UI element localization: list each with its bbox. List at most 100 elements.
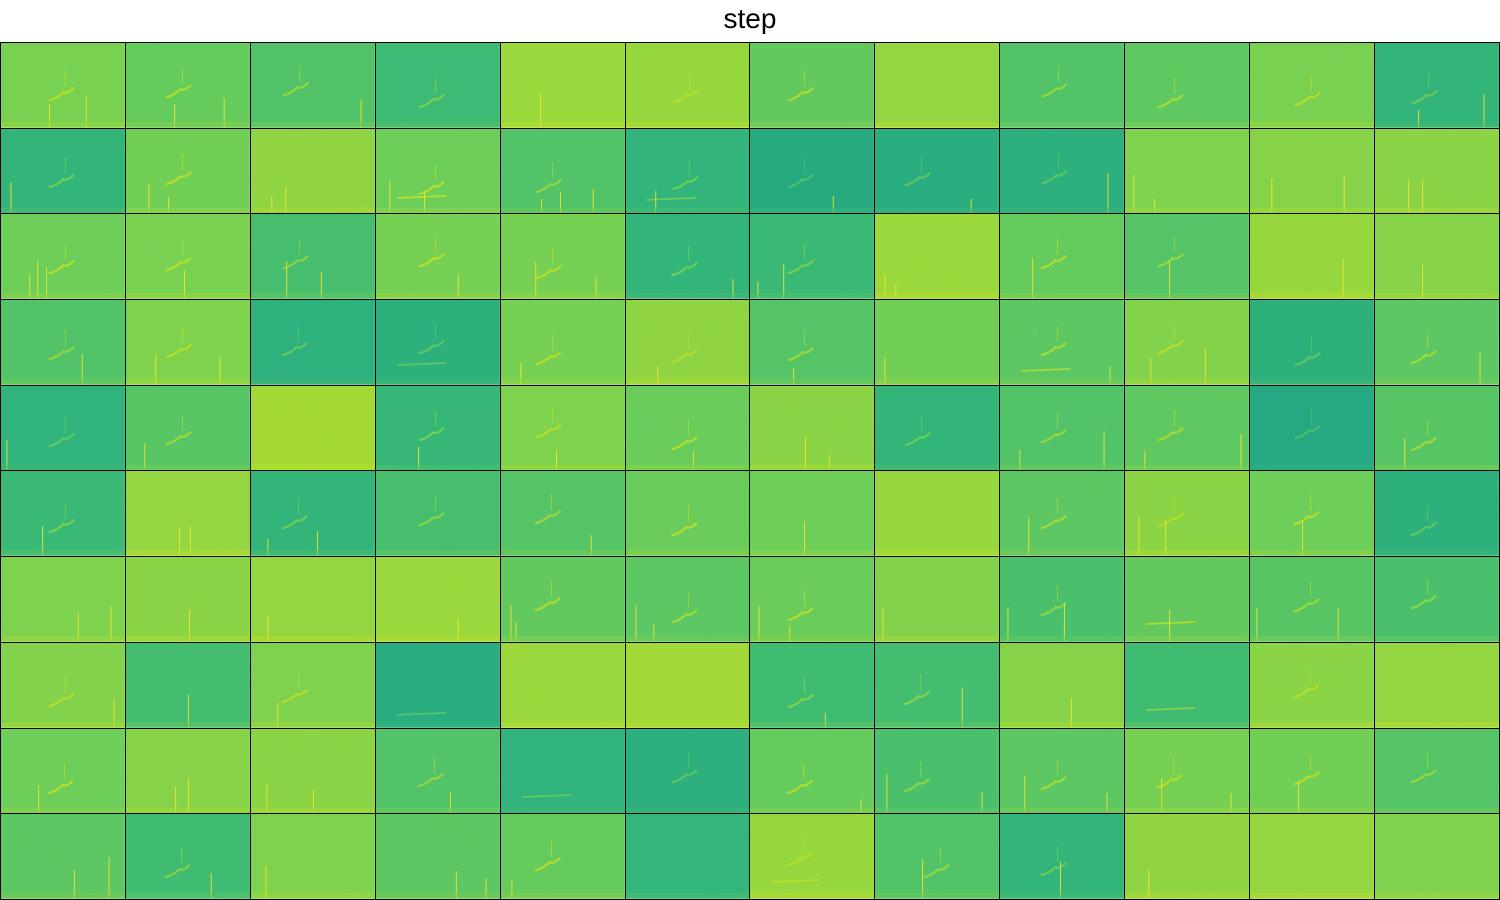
noise-speck xyxy=(1457,567,1459,569)
noise-speck xyxy=(275,401,277,403)
noise-speck xyxy=(1246,85,1248,87)
noise-speck xyxy=(437,433,439,435)
spectrogram-image xyxy=(1000,43,1125,128)
noise-speck xyxy=(237,539,239,541)
noise-speck xyxy=(819,472,821,474)
noise-speck xyxy=(1385,630,1387,632)
noise-speck xyxy=(320,74,322,76)
noise-speck xyxy=(280,451,282,453)
spectrogram-tile xyxy=(250,385,376,472)
noise-speck xyxy=(824,512,826,514)
noise-speck xyxy=(1209,78,1211,80)
noise-speck xyxy=(110,700,112,702)
noise-speck xyxy=(392,133,394,135)
noise-speck xyxy=(1365,781,1367,783)
call-syllable xyxy=(1293,684,1320,699)
noise-speck xyxy=(524,284,526,286)
noise-speck xyxy=(227,271,229,273)
noise-speck xyxy=(229,328,231,330)
noise-speck xyxy=(956,755,958,757)
noise-speck xyxy=(574,598,576,600)
noise-speck xyxy=(1039,202,1041,204)
spectrogram-tile xyxy=(625,471,751,558)
noise-speck xyxy=(847,238,849,240)
tile-background xyxy=(1125,642,1250,728)
noise-speck xyxy=(404,755,406,757)
noise-speck xyxy=(413,781,415,783)
noise-speck xyxy=(615,580,617,582)
noise-speck xyxy=(533,695,535,697)
noise-speck xyxy=(643,717,645,719)
tile-background xyxy=(875,43,1000,128)
noise-speck xyxy=(1343,399,1345,401)
noise-speck xyxy=(1101,487,1103,489)
tile-background xyxy=(1250,471,1375,557)
noise-speck xyxy=(472,599,474,601)
noise-speck xyxy=(23,517,25,519)
noise-speck xyxy=(324,518,326,520)
noise-speck xyxy=(631,520,633,522)
noise-speck xyxy=(1269,481,1271,483)
noise-speck xyxy=(1156,136,1158,138)
spectrogram-image xyxy=(875,300,1000,385)
noise-speck xyxy=(1386,147,1388,149)
spectrogram-tile xyxy=(625,557,751,643)
noise-speck xyxy=(1044,355,1046,357)
noise-speck xyxy=(869,453,871,455)
noise-speck xyxy=(1223,202,1225,204)
noise-speck xyxy=(1289,129,1291,131)
noise-speck xyxy=(845,772,847,774)
noise-speck xyxy=(483,495,485,497)
noise-speck xyxy=(1318,230,1320,232)
noise-speck xyxy=(89,159,91,161)
noise-speck xyxy=(1241,327,1243,329)
noise-speck xyxy=(825,430,827,432)
noise-speck xyxy=(1041,447,1043,449)
noise-speck xyxy=(87,260,89,262)
noise-speck xyxy=(1163,779,1165,781)
noise-speck xyxy=(1403,319,1405,321)
noise-speck xyxy=(919,157,921,159)
noise-speck xyxy=(1384,690,1386,692)
noise-speck xyxy=(333,98,335,100)
noise-speck xyxy=(1204,677,1206,679)
noise-speck xyxy=(128,95,130,97)
spectrogram-tile xyxy=(1,557,126,643)
noise-speck xyxy=(646,162,648,164)
noise-speck xyxy=(1188,192,1190,194)
noise-speck xyxy=(856,292,858,294)
spectrogram-image xyxy=(250,728,375,814)
noise-speck xyxy=(393,690,395,692)
noise-speck xyxy=(156,679,158,681)
noise-speck xyxy=(755,345,757,347)
noise-speck xyxy=(522,462,524,464)
noise-speck xyxy=(410,371,412,373)
noise-speck xyxy=(45,344,47,346)
noise-speck xyxy=(1234,321,1236,323)
noise-speck xyxy=(1381,360,1383,362)
noise-speck xyxy=(1426,569,1428,571)
noise-speck xyxy=(1476,300,1478,302)
noise-speck xyxy=(1237,587,1239,589)
noise-speck xyxy=(664,74,666,76)
noise-speck xyxy=(262,250,264,252)
noise-speck xyxy=(684,253,686,255)
noise-speck xyxy=(1428,568,1430,570)
noise-speck xyxy=(1311,617,1313,619)
noise-speck xyxy=(24,697,26,699)
noise-speck xyxy=(1125,79,1127,81)
noise-speck xyxy=(899,339,901,341)
noise-speck xyxy=(683,752,685,754)
spectrogram-tile xyxy=(875,471,1001,558)
noise-speck xyxy=(409,668,411,670)
noise-speck xyxy=(1475,281,1477,283)
noise-speck xyxy=(687,732,689,734)
noise-speck xyxy=(1149,250,1151,252)
noise-speck xyxy=(1048,90,1050,92)
noise-speck xyxy=(771,109,773,111)
noise-speck xyxy=(654,341,656,343)
low-freq-band xyxy=(1125,293,1250,300)
noise-speck xyxy=(93,622,95,624)
noise-speck xyxy=(977,358,979,360)
noise-speck xyxy=(1473,143,1475,145)
